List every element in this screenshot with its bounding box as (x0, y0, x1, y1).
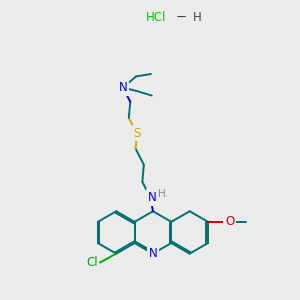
Text: N: N (148, 247, 157, 260)
Text: Cl: Cl (86, 256, 98, 269)
Text: O: O (225, 215, 234, 228)
Text: H: H (193, 11, 202, 24)
Text: N: N (118, 81, 127, 94)
Text: N: N (148, 191, 156, 204)
Text: −: − (176, 11, 187, 24)
Text: S: S (134, 127, 141, 140)
Text: H: H (158, 190, 166, 200)
Text: HCl: HCl (146, 11, 166, 24)
